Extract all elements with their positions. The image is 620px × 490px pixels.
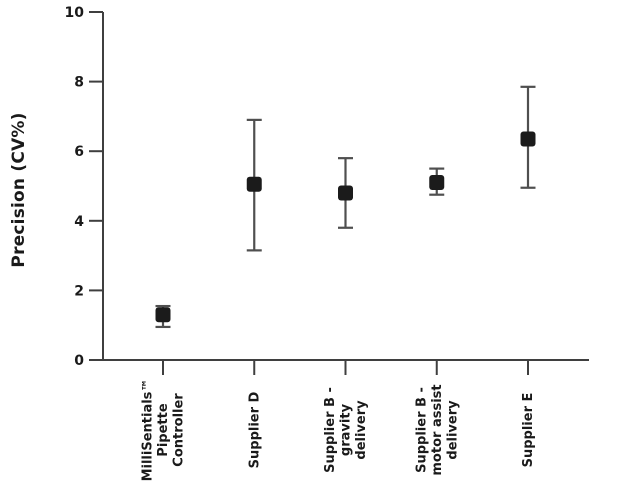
y-tick-label: 4 xyxy=(74,214,84,230)
x-tick-label-line: Supplier D xyxy=(247,391,262,468)
x-tick-label-line: Supplier B - xyxy=(414,387,429,473)
x-tick-label-line: delivery xyxy=(445,400,460,460)
x-tick-label: Supplier B -gravitydelivery xyxy=(323,387,369,473)
data-point-marker xyxy=(520,131,536,147)
y-tick-label: 2 xyxy=(74,283,84,299)
x-tick-label: Supplier E xyxy=(521,393,536,468)
x-tick-label-line: Pipette xyxy=(156,403,171,457)
y-tick-label: 0 xyxy=(74,353,84,369)
data-point-marker xyxy=(429,175,445,191)
x-tick-label-line: Controller xyxy=(172,393,187,467)
y-tick-label: 8 xyxy=(74,75,84,91)
x-tick-label-line: Supplier E xyxy=(521,393,536,468)
data-point-marker xyxy=(155,307,171,323)
data-point-marker xyxy=(246,176,262,192)
x-tick-label: Supplier D xyxy=(247,391,262,468)
x-tick-label-line: Supplier B - xyxy=(323,387,338,473)
data-point-marker xyxy=(338,185,353,201)
x-tick-label-line: motor assist xyxy=(430,384,445,475)
data-point-group xyxy=(429,167,445,196)
x-tick-label-line: MilliSentials™ xyxy=(141,379,156,482)
y-tick-label: 10 xyxy=(65,5,85,21)
data-point-group xyxy=(520,85,536,189)
data-point-group xyxy=(246,118,262,252)
x-tick-label: MilliSentials™PipetteController xyxy=(141,379,187,482)
data-point-group xyxy=(155,304,171,329)
data-point-group xyxy=(338,157,353,229)
x-tick-label-line: gravity xyxy=(339,403,354,456)
y-tick-label: 6 xyxy=(74,144,84,160)
y-axis-title: Precision (CV%) xyxy=(9,112,29,268)
x-tick-label: Supplier B -motor assistdelivery xyxy=(414,384,460,475)
x-tick-label-line: delivery xyxy=(354,400,369,460)
